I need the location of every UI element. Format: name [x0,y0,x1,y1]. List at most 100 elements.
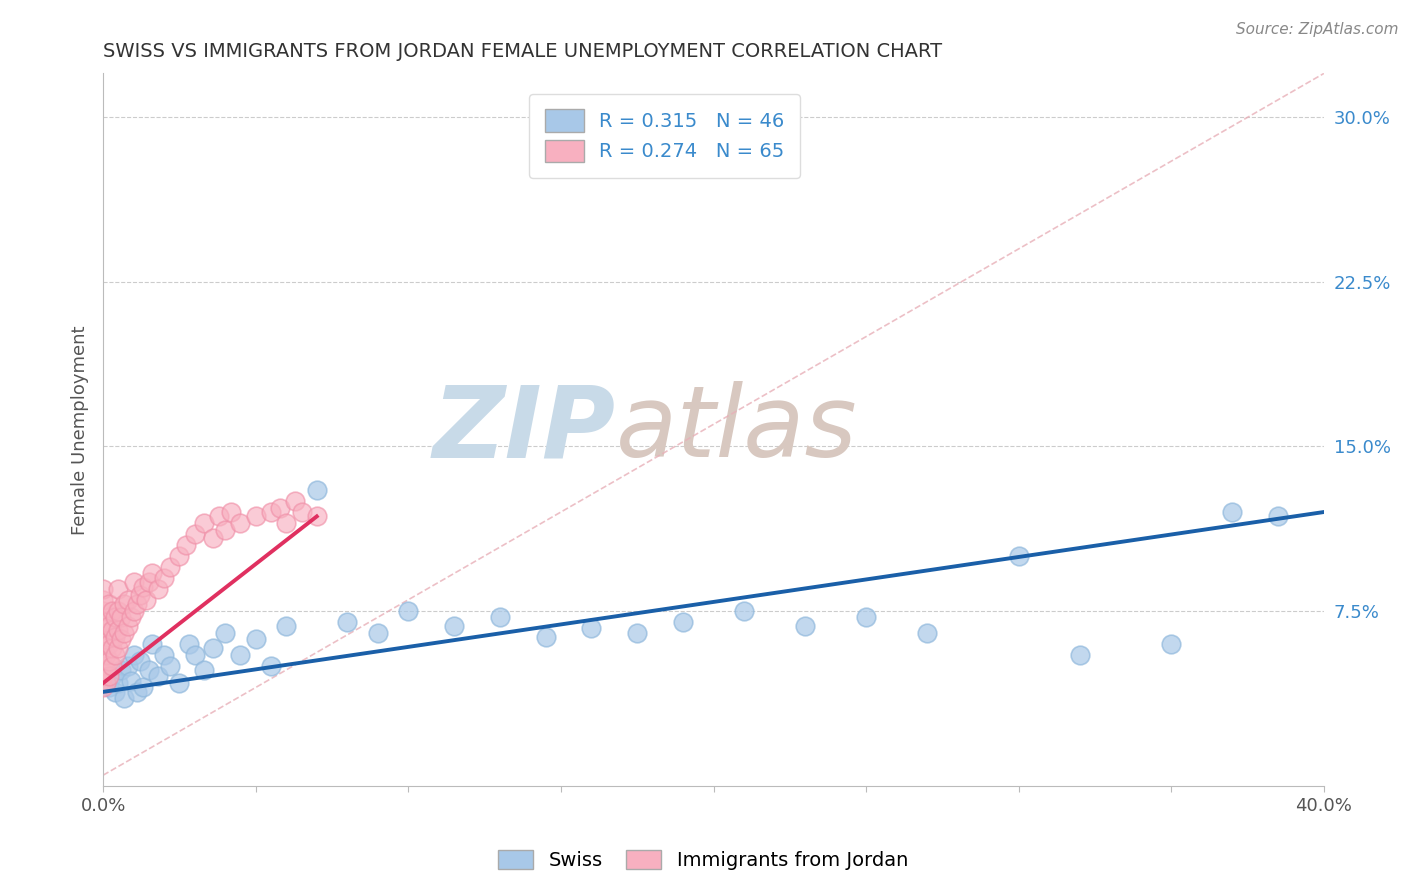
Point [128,654,150,668]
Point [114,691,136,706]
Point [91,648,114,662]
Point [96,648,118,662]
Point [183,527,205,541]
Point [169,676,191,690]
Point [91,669,114,683]
Point [101,640,124,655]
Point [183,648,205,662]
Point [138,575,160,590]
Point [159,658,181,673]
Point [174,538,197,552]
Point [91,615,114,629]
Point [146,669,169,683]
Point [117,658,139,673]
Point [229,516,252,530]
Point [489,610,512,624]
Point [132,580,155,594]
Point [159,559,181,574]
Text: SWISS VS IMMIGRANTS FROM JORDAN FEMALE UNEMPLOYMENT CORRELATION CHART: SWISS VS IMMIGRANTS FROM JORDAN FEMALE U… [103,42,942,61]
Point [98,681,121,695]
Point [581,621,603,635]
Point [122,604,145,618]
Point [104,685,127,699]
Point [672,615,695,629]
Point [125,685,148,699]
Point [626,625,648,640]
Point [260,658,283,673]
Point [733,604,755,618]
Point [141,637,163,651]
Point [117,619,139,633]
Point [98,619,121,633]
Point [101,658,124,673]
Point [96,676,118,690]
Point [1267,509,1289,524]
Point [120,673,142,688]
Point [276,516,298,530]
Point [104,610,127,624]
Legend: Swiss, Immigrants from Jordan: Swiss, Immigrants from Jordan [491,842,915,878]
Y-axis label: Female Unemployment: Female Unemployment [72,325,89,534]
Point [153,571,176,585]
Text: ZIP: ZIP [433,381,616,478]
Point [1008,549,1031,563]
Point [260,505,283,519]
Point [138,663,160,677]
Point [855,610,877,624]
Point [229,648,252,662]
Point [367,625,389,640]
Point [107,582,129,596]
Point [91,592,114,607]
Point [135,592,157,607]
Point [276,619,298,633]
Point [305,509,328,524]
Point [214,523,236,537]
Point [534,630,557,644]
Point [201,640,224,655]
Point [132,681,155,695]
Point [1160,637,1182,651]
Point [201,532,224,546]
Point [141,566,163,581]
Point [107,604,129,618]
Point [214,625,236,640]
Point [101,604,124,618]
Point [915,625,938,640]
Point [101,624,124,638]
Point [91,637,114,651]
Point [98,637,121,651]
Point [110,632,132,647]
Point [96,632,118,647]
Point [290,505,312,519]
Point [117,592,139,607]
Point [443,619,465,633]
Point [269,500,291,515]
Point [91,658,114,673]
Point [107,676,129,690]
Point [98,597,121,611]
Point [98,669,121,683]
Point [107,624,129,638]
Point [128,588,150,602]
Point [125,597,148,611]
Text: atlas: atlas [616,381,858,478]
Point [336,615,359,629]
Point [91,681,114,695]
Text: Source: ZipAtlas.com: Source: ZipAtlas.com [1236,22,1399,37]
Point [193,663,215,677]
Point [96,663,118,677]
Point [114,625,136,640]
Point [794,619,817,633]
Point [177,637,200,651]
Point [104,630,127,644]
Point [245,509,267,524]
Point [96,615,118,629]
Point [122,648,145,662]
Point [122,575,145,590]
Point [110,663,132,677]
Point [153,648,176,662]
Point [245,632,267,647]
Point [169,549,191,563]
Point [110,610,132,624]
Point [146,582,169,596]
